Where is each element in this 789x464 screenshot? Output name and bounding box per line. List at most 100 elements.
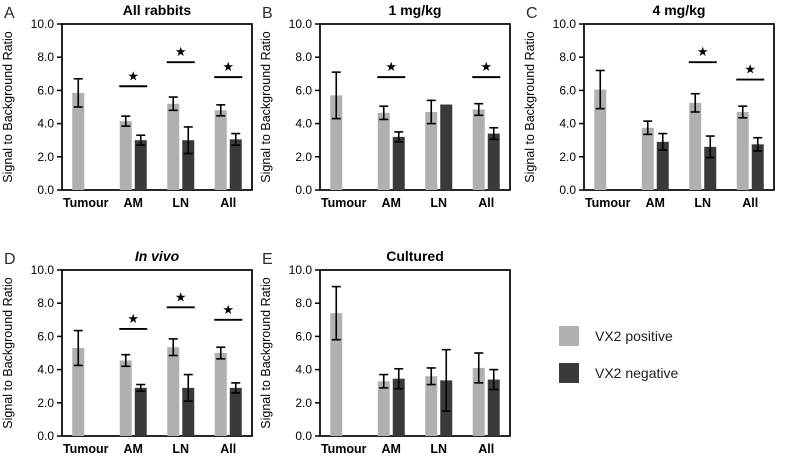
- x-category-label: AM: [124, 442, 143, 456]
- bar-positive-all: [736, 111, 749, 190]
- x-category-label: AM: [382, 442, 401, 456]
- chart-cultured: E Cultured Signal to Background Ratio 0.0 2.…: [259, 248, 511, 456]
- y-tick-label: 0.0: [559, 183, 576, 197]
- bar-negative-ln: [182, 140, 195, 190]
- bar-positive-am: [377, 112, 390, 190]
- bar-positive-am: [641, 127, 654, 190]
- y-tick-label: 8.0: [37, 296, 54, 310]
- legend-swatch-negative-icon: [559, 363, 579, 383]
- x-category-label: LN: [430, 196, 447, 210]
- significance-star-icon: ★: [127, 68, 139, 83]
- panel-title: 1 mg/kg: [389, 2, 442, 18]
- y-tick-label: 10.0: [553, 17, 577, 31]
- bar-positive-tumour: [72, 92, 85, 190]
- y-axis-label: Signal to Background Ratio: [523, 31, 537, 183]
- bar-positive-tumour: [594, 89, 607, 190]
- y-tick-label: 10.0: [31, 17, 55, 31]
- y-tick-label: 4.0: [295, 363, 312, 377]
- panel-cultured: E Cultured Signal to Background Ratio 0.0 2.…: [258, 246, 523, 464]
- x-category-label: Tumour: [585, 196, 631, 210]
- panel-title: All rabbits: [123, 2, 192, 18]
- significance-star-icon: ★: [480, 59, 492, 74]
- panel-letter: C: [526, 5, 538, 22]
- x-category-label: All: [220, 442, 236, 456]
- bar-negative-all: [229, 387, 242, 436]
- legend: VX2 positive VX2 negative: [559, 326, 678, 400]
- bar-positive-ln: [167, 347, 180, 436]
- x-category-label: Tumour: [63, 196, 109, 210]
- plot-frame: [583, 23, 775, 191]
- bar-positive-all: [472, 367, 485, 436]
- panel-all-rabbits: A All rabbits Signal to Background Ratio 0.…: [0, 0, 265, 232]
- x-category-label: Tumour: [321, 196, 367, 210]
- panel-4mgkg: C 4 mg/kg Signal to Background Ratio 0.0 2.0…: [522, 0, 787, 232]
- significance-star-icon: ★: [697, 44, 709, 59]
- y-tick-label: 2.0: [295, 396, 312, 410]
- y-tick-label: 10.0: [289, 17, 313, 31]
- x-category-label: AM: [382, 196, 401, 210]
- y-tick-label: 4.0: [37, 117, 54, 131]
- bar-negative-am: [392, 378, 405, 436]
- chart-all-rabbits: A All rabbits Signal to Background Ratio 0.…: [1, 2, 253, 210]
- bar-positive-am: [119, 360, 132, 436]
- bar-positive-all: [214, 110, 227, 190]
- y-axis-label: Signal to Background Ratio: [259, 277, 273, 429]
- panel-1mgkg: B 1 mg/kg Signal to Background Ratio 0.0 2.0…: [258, 0, 523, 232]
- x-category-label: LN: [172, 196, 189, 210]
- y-tick-label: 4.0: [37, 363, 54, 377]
- plot-frame: [319, 269, 511, 437]
- bar-positive-ln: [689, 102, 702, 190]
- legend-item-vx2-positive: VX2 positive: [559, 326, 678, 346]
- y-tick-label: 0.0: [295, 183, 312, 197]
- x-category-label: LN: [694, 196, 711, 210]
- bar-negative-all: [487, 133, 500, 190]
- x-category-label: LN: [172, 442, 189, 456]
- y-tick-label: 2.0: [37, 396, 54, 410]
- y-tick-label: 2.0: [295, 150, 312, 164]
- significance-star-icon: ★: [385, 59, 397, 74]
- y-tick-label: 0.0: [37, 429, 54, 443]
- panel-letter: E: [262, 251, 273, 268]
- y-axis-label: Signal to Background Ratio: [1, 31, 15, 183]
- y-tick-label: 0.0: [295, 429, 312, 443]
- chart-in-vivo: D In vivo Signal to Background Ratio 0.0 2.0…: [1, 248, 253, 456]
- plot-frame: [61, 269, 253, 437]
- chart-4mgkg: C 4 mg/kg Signal to Background Ratio 0.0 2.0…: [523, 2, 775, 210]
- x-category-label: AM: [124, 196, 143, 210]
- bar-positive-ln: [425, 376, 438, 436]
- legend-label-vx2-negative: VX2 negative: [595, 365, 679, 381]
- y-tick-label: 8.0: [295, 296, 312, 310]
- y-axis-label: Signal to Background Ratio: [1, 277, 15, 429]
- y-tick-label: 10.0: [31, 263, 55, 277]
- significance-star-icon: ★: [175, 44, 187, 59]
- significance-star-icon: ★: [222, 302, 234, 317]
- bar-negative-all: [487, 379, 500, 436]
- significance-star-icon: ★: [744, 62, 756, 77]
- panel-letter: B: [262, 5, 273, 22]
- legend-swatch-positive-icon: [559, 326, 579, 346]
- y-tick-label: 4.0: [559, 117, 576, 131]
- y-axis-label: Signal to Background Ratio: [259, 31, 273, 183]
- panel-title: Cultured: [386, 248, 444, 264]
- legend-item-vx2-negative: VX2 negative: [559, 363, 678, 383]
- y-tick-label: 6.0: [295, 83, 312, 97]
- bar-positive-am: [119, 121, 132, 190]
- x-category-label: Tumour: [63, 442, 109, 456]
- y-tick-label: 10.0: [289, 263, 313, 277]
- bar-negative-am: [134, 387, 147, 436]
- bar-positive-am: [377, 381, 390, 436]
- panel-title: In vivo: [135, 248, 180, 264]
- y-tick-label: 6.0: [37, 83, 54, 97]
- bar-negative-am: [656, 141, 669, 190]
- x-category-label: AM: [646, 196, 665, 210]
- significance-star-icon: ★: [127, 311, 139, 326]
- y-tick-label: 8.0: [295, 50, 312, 64]
- panel-title: 4 mg/kg: [653, 2, 706, 18]
- bar-negative-all: [229, 139, 242, 190]
- y-tick-label: 0.0: [37, 183, 54, 197]
- y-tick-label: 6.0: [559, 83, 576, 97]
- y-tick-label: 6.0: [37, 329, 54, 343]
- significance-star-icon: ★: [222, 59, 234, 74]
- chart-1mgkg: B 1 mg/kg Signal to Background Ratio 0.0 2.0…: [259, 2, 511, 210]
- y-tick-label: 2.0: [559, 150, 576, 164]
